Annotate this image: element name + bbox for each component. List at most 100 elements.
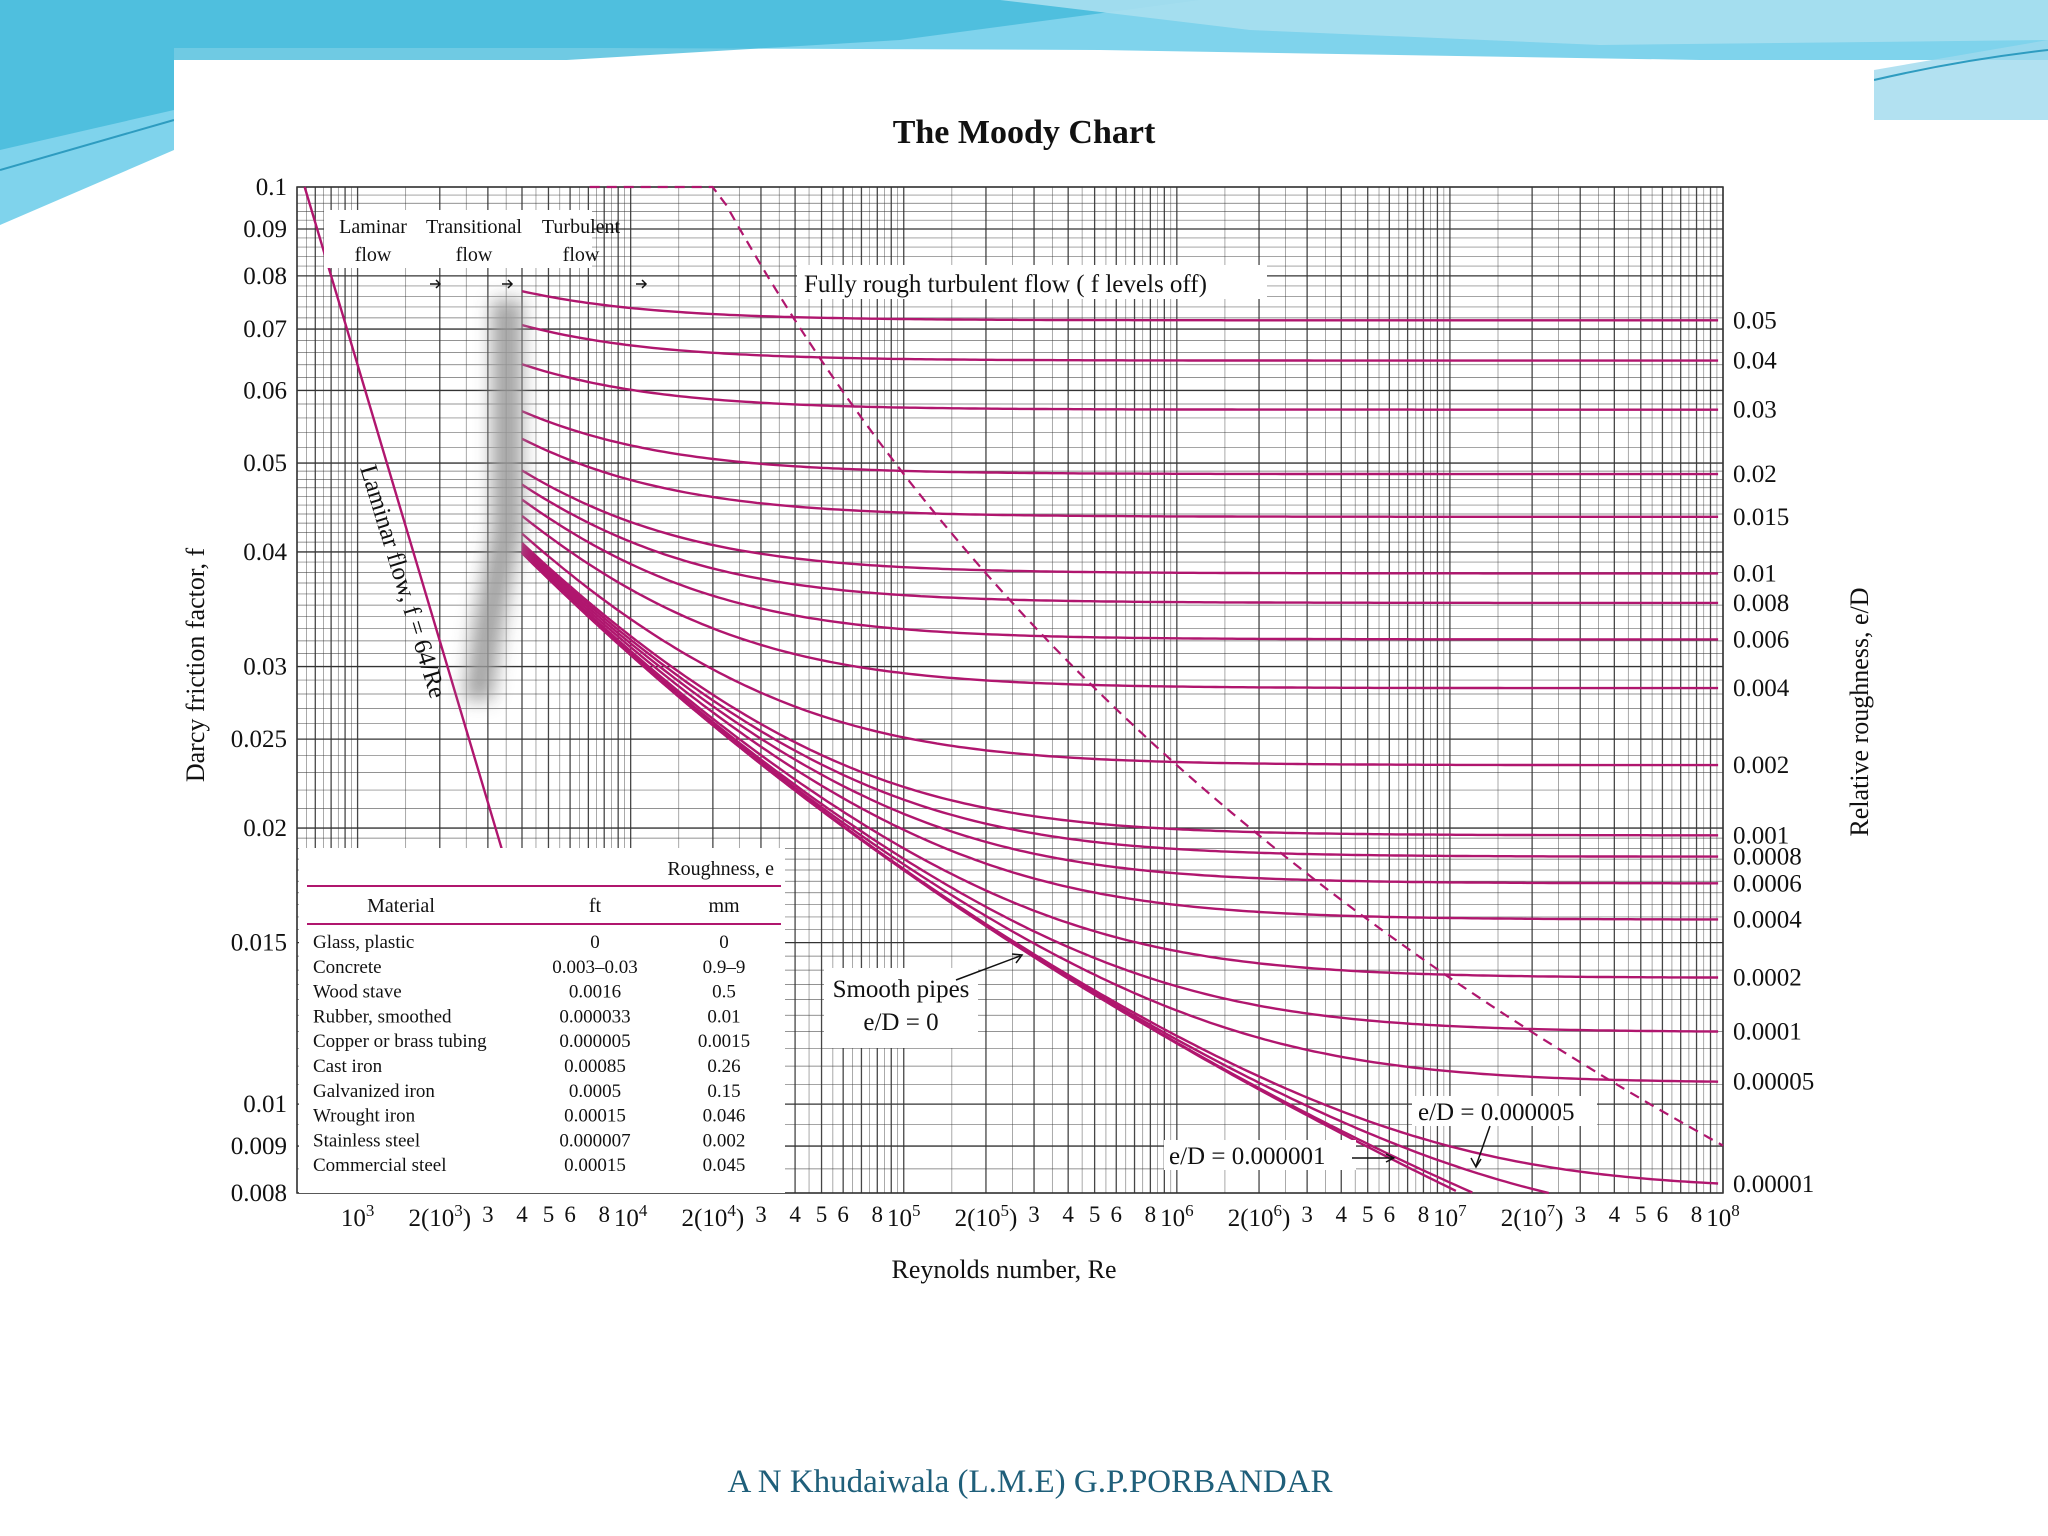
table-cell-mm: 0.26 xyxy=(707,1056,740,1077)
x-tick-label: 6 xyxy=(564,1202,576,1227)
ed-5e6-label: e/D = 0.000005 xyxy=(1418,1099,1574,1126)
y-tick-label: 0.025 xyxy=(231,726,287,753)
x-tick-label: 4 xyxy=(1335,1202,1347,1227)
series-label: 0.0002 xyxy=(1733,965,1802,992)
x-tick-label: 5 xyxy=(1089,1202,1101,1227)
series-label: 0.015 xyxy=(1733,504,1789,531)
table-cell-mm: 0.15 xyxy=(707,1081,740,1102)
table-cell-mm: 0.5 xyxy=(712,982,736,1003)
series-curve-0-0004 xyxy=(521,548,1719,921)
series-label: 0.04 xyxy=(1733,348,1777,375)
x-tick-label: 3 xyxy=(482,1202,494,1227)
y-tick-label: 0.05 xyxy=(243,450,287,477)
series-curve-0-004 xyxy=(521,514,1719,690)
series-label: 0.002 xyxy=(1733,752,1789,779)
x-tick-label: 106 xyxy=(1160,1201,1194,1232)
x-tick-label: 2(107) xyxy=(1501,1201,1564,1232)
x-tick-label: 4 xyxy=(516,1202,528,1227)
table-cell-material: Glass, plastic xyxy=(313,932,414,953)
y-tick-label: 0.04 xyxy=(243,539,287,566)
y2-axis-label: Relative roughness, e/D xyxy=(1845,587,1874,836)
y-tick-label: 0.09 xyxy=(243,216,287,243)
table-title: Roughness, e xyxy=(667,858,774,880)
x-tick-label: 8 xyxy=(1691,1202,1703,1227)
table-header: Material xyxy=(367,895,435,917)
chart-title: The Moody Chart xyxy=(893,114,1156,151)
x-tick-label: 4 xyxy=(789,1202,801,1227)
y-tick-label: 0.03 xyxy=(243,654,287,681)
label-backdrop xyxy=(797,265,1267,299)
region-laminar-label: Laminar xyxy=(339,216,407,238)
series-curve-0-05 xyxy=(521,290,1719,322)
table-header: mm xyxy=(708,895,740,917)
series-curve-Smooth-pipes-e-D-0 xyxy=(521,552,1457,1192)
series-curve-0-03 xyxy=(521,363,1719,411)
x-tick-label: 3 xyxy=(1574,1202,1586,1227)
table-cell-ft: 0.00015 xyxy=(564,1155,626,1176)
x-tick-label: 5 xyxy=(816,1202,828,1227)
smooth-pipes-arrow xyxy=(955,953,1024,981)
x-tick-label: 2(105) xyxy=(955,1201,1018,1232)
table-cell-mm: 0.045 xyxy=(703,1155,746,1176)
x-tick-label: 103 xyxy=(341,1201,375,1232)
x-tick-label: 105 xyxy=(887,1201,921,1232)
table-cell-material: Wrought iron xyxy=(313,1106,416,1127)
series-curve-0-002 xyxy=(521,532,1719,767)
plot-frame xyxy=(296,186,1724,1194)
series-curve-0-015 xyxy=(521,437,1719,518)
moody-chart: 0.10.090.080.070.060.050.040.030.0250.02… xyxy=(181,114,1874,1284)
series-curve-0-008 xyxy=(521,483,1719,605)
table-cell-ft: 0.000007 xyxy=(559,1130,630,1151)
series-label: 0.001 xyxy=(1733,822,1789,849)
table-cell-material: Copper or brass tubing xyxy=(313,1031,487,1052)
y-tick-label: 0.015 xyxy=(231,930,287,957)
smooth-pipes-label: Smooth pipes xyxy=(833,976,970,1003)
series-label: 0.0004 xyxy=(1733,906,1802,933)
region-turbulent-label: flow xyxy=(563,244,600,266)
series-label: 0.02 xyxy=(1733,461,1777,488)
region-transitional-label: flow xyxy=(456,244,493,266)
series-label: 0.00005 xyxy=(1733,1069,1814,1096)
table-cell-material: Stainless steel xyxy=(313,1130,420,1151)
table-cell-ft: 0.00015 xyxy=(564,1106,626,1127)
y-tick-label: 0.02 xyxy=(243,815,287,842)
x-tick-label: 8 xyxy=(872,1202,884,1227)
y-tick-label: 0.009 xyxy=(231,1133,287,1160)
table-cell-ft: 0.003–0.03 xyxy=(552,957,638,978)
series-curve-0-006 xyxy=(521,498,1719,641)
x-tick-label: 3 xyxy=(1301,1202,1313,1227)
table-cell-ft: 0 xyxy=(590,932,600,953)
table-cell-material: Galvanized iron xyxy=(313,1081,435,1102)
x-tick-label: 3 xyxy=(1028,1202,1040,1227)
x-tick-label: 6 xyxy=(837,1202,849,1227)
x-tick-label: 8 xyxy=(1145,1202,1157,1227)
x-tick-label: 8 xyxy=(598,1202,610,1227)
series-curve-0-0002 xyxy=(521,550,1719,979)
region-transitional-label: Transitional xyxy=(426,216,522,238)
table-cell-material: Commercial steel xyxy=(313,1155,446,1176)
smooth-pipes-ed-label: e/D = 0 xyxy=(863,1009,938,1036)
series-curve-0-001 xyxy=(521,542,1719,837)
series-curve-0-0008 xyxy=(521,544,1719,858)
x-tick-label: 4 xyxy=(1062,1202,1074,1227)
y-tick-label: 0.01 xyxy=(243,1091,287,1118)
x-tick-label: 108 xyxy=(1706,1201,1740,1232)
chart-panel: 0.1 0.09 0.08 0.07 0.06 0.05 0.04 0.03 0.025 0.02… xyxy=(174,60,1874,1372)
x-tick-label: 2(106) xyxy=(1228,1201,1291,1232)
table-cell-ft: 0.000005 xyxy=(559,1031,630,1052)
table-cell-ft: 0.0016 xyxy=(569,982,621,1003)
table-header: ft xyxy=(589,895,602,917)
series-curve-0-0006 xyxy=(521,546,1719,885)
x-axis-label: Reynolds number, Re xyxy=(892,1255,1117,1284)
roughness-table xyxy=(299,848,785,1193)
table-cell-mm: 0.046 xyxy=(703,1106,746,1127)
label-backdrop xyxy=(1412,1096,1597,1126)
x-tick-label: 104 xyxy=(614,1201,648,1232)
x-tick-label: 6 xyxy=(1111,1202,1123,1227)
table-cell-ft: 0.00085 xyxy=(564,1056,626,1077)
label-backdrop xyxy=(1164,1140,1356,1170)
ed-1e6-arrow xyxy=(1352,1153,1396,1163)
series-label: 0.004 xyxy=(1733,675,1790,702)
y-tick-label: 0.07 xyxy=(243,316,287,343)
table-cell-material: Rubber, smoothed xyxy=(313,1006,452,1027)
